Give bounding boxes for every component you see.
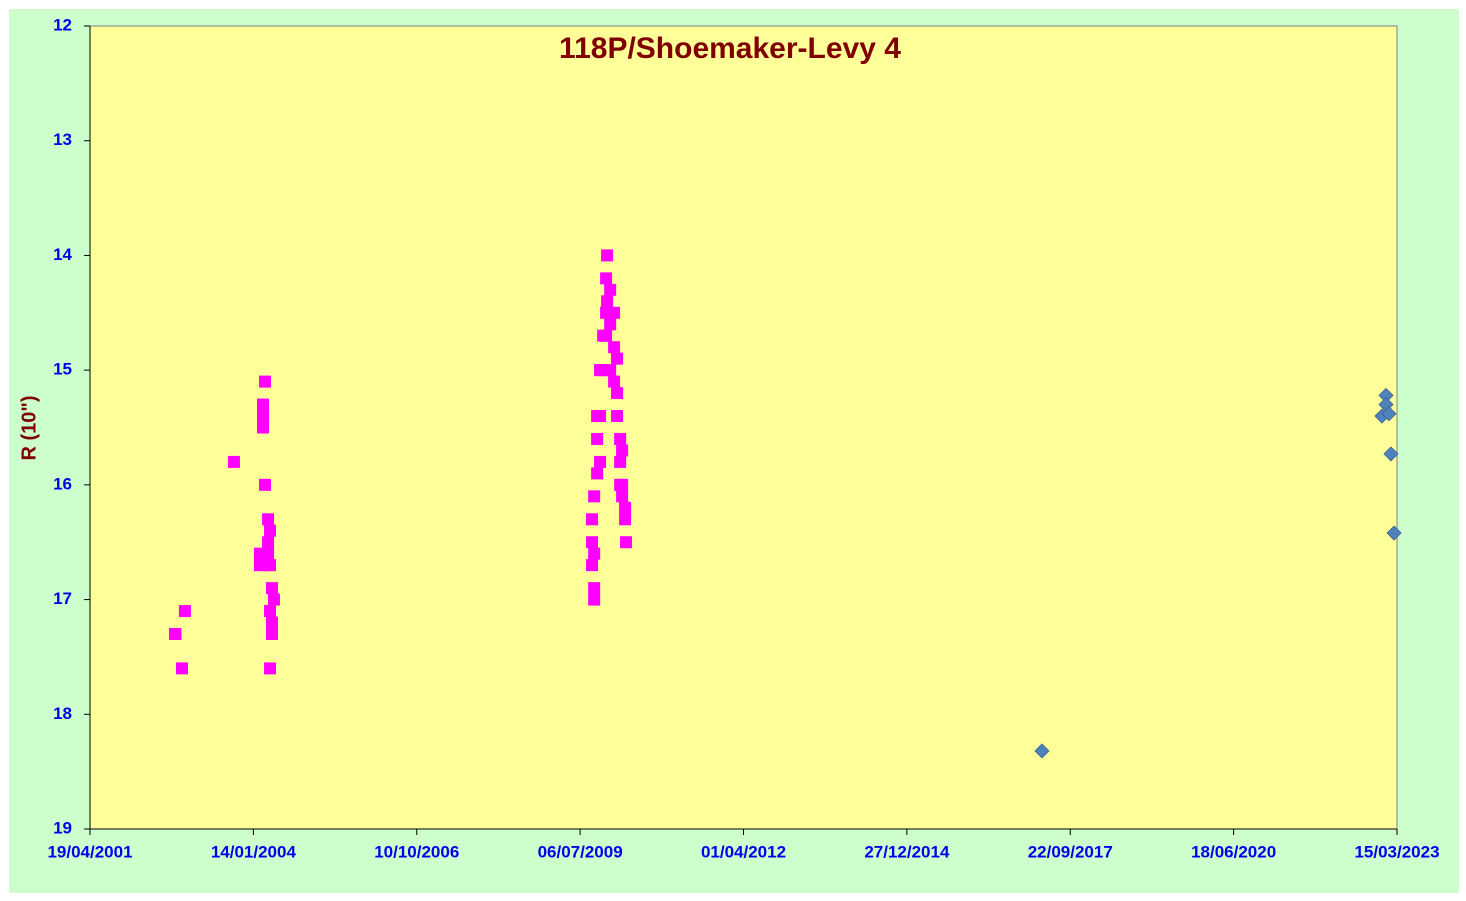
point — [1386, 525, 1402, 541]
point — [619, 513, 632, 526]
point — [227, 455, 240, 468]
point — [620, 536, 633, 549]
point — [262, 547, 275, 560]
x-tick-label: 06/07/2009 — [538, 842, 623, 861]
point — [265, 616, 278, 629]
point — [604, 364, 617, 377]
y-tick-label: 15 — [53, 360, 72, 379]
y-tick-label: 16 — [53, 474, 72, 493]
point — [600, 329, 613, 342]
point — [591, 432, 604, 445]
x-tick-label: 10/10/2006 — [374, 842, 459, 861]
point — [264, 605, 277, 618]
y-tick-label: 13 — [53, 130, 72, 149]
y-tick-label: 19 — [53, 818, 72, 837]
point — [258, 375, 271, 388]
point — [588, 582, 601, 595]
point — [604, 283, 617, 296]
point — [264, 662, 277, 675]
y-tick-label: 12 — [53, 15, 72, 34]
plot-area — [89, 25, 1398, 830]
y-tick-label: 14 — [53, 245, 72, 264]
point — [178, 605, 191, 618]
point — [586, 536, 599, 549]
x-tick-label: 14/01/2004 — [211, 842, 297, 861]
point — [608, 341, 621, 354]
point — [601, 295, 614, 308]
x-tick-label: 19/04/2001 — [47, 842, 132, 861]
chart-title: 118P/Shoemaker-Levy 4 — [559, 32, 901, 65]
point — [619, 501, 632, 514]
point — [600, 272, 613, 285]
point — [614, 432, 627, 445]
point — [588, 490, 601, 503]
x-tick-label: 15/03/2023 — [1354, 842, 1439, 861]
point — [604, 318, 617, 331]
point — [262, 513, 275, 526]
point — [175, 662, 188, 675]
point — [264, 524, 277, 537]
point — [611, 410, 624, 423]
point — [608, 375, 621, 388]
point — [258, 478, 271, 491]
point — [586, 513, 599, 526]
point — [588, 593, 601, 606]
point — [169, 627, 182, 640]
point — [616, 490, 629, 503]
point — [262, 536, 275, 549]
x-tick-label: 18/06/2020 — [1191, 842, 1276, 861]
point — [591, 467, 604, 480]
point — [611, 352, 624, 365]
y-tick-label: 17 — [53, 589, 72, 608]
point — [611, 387, 624, 400]
point — [1381, 406, 1397, 422]
point — [608, 306, 621, 319]
x-tick-label: 22/09/2017 — [1028, 842, 1113, 861]
point — [1034, 743, 1050, 759]
point — [588, 547, 601, 560]
x-tick-label: 01/04/2012 — [701, 842, 786, 861]
point — [594, 455, 607, 468]
point — [265, 627, 278, 640]
point — [616, 478, 629, 491]
point — [616, 444, 629, 457]
point — [1383, 446, 1399, 462]
point — [614, 455, 627, 468]
point — [257, 421, 270, 434]
point — [265, 582, 278, 595]
point — [586, 559, 599, 572]
point — [257, 410, 270, 423]
point — [257, 398, 270, 411]
x-tick-label: 27/12/2014 — [864, 842, 950, 861]
point — [267, 593, 280, 606]
y-axis-label: R (10") — [18, 395, 40, 460]
point — [594, 410, 607, 423]
point — [264, 559, 277, 572]
y-tick-label: 18 — [53, 704, 72, 723]
point — [601, 249, 614, 262]
